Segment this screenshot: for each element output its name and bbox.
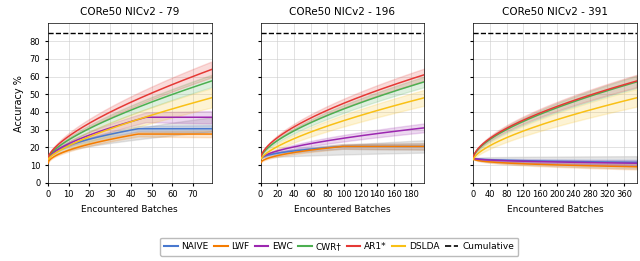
Legend: NAIVE, LWF, EWC, CWR†, AR1*, DSLDA, Cumulative: NAIVE, LWF, EWC, CWR†, AR1*, DSLDA, Cumu… (160, 238, 518, 256)
Y-axis label: Accuracy %: Accuracy % (14, 75, 24, 132)
X-axis label: Encountered Batches: Encountered Batches (507, 205, 604, 214)
X-axis label: Encountered Batches: Encountered Batches (294, 205, 390, 214)
Title: CORe50 NICv2 - 196: CORe50 NICv2 - 196 (289, 7, 396, 17)
Title: CORe50 NICv2 - 391: CORe50 NICv2 - 391 (502, 7, 608, 17)
Title: CORe50 NICv2 - 79: CORe50 NICv2 - 79 (80, 7, 179, 17)
X-axis label: Encountered Batches: Encountered Batches (81, 205, 178, 214)
